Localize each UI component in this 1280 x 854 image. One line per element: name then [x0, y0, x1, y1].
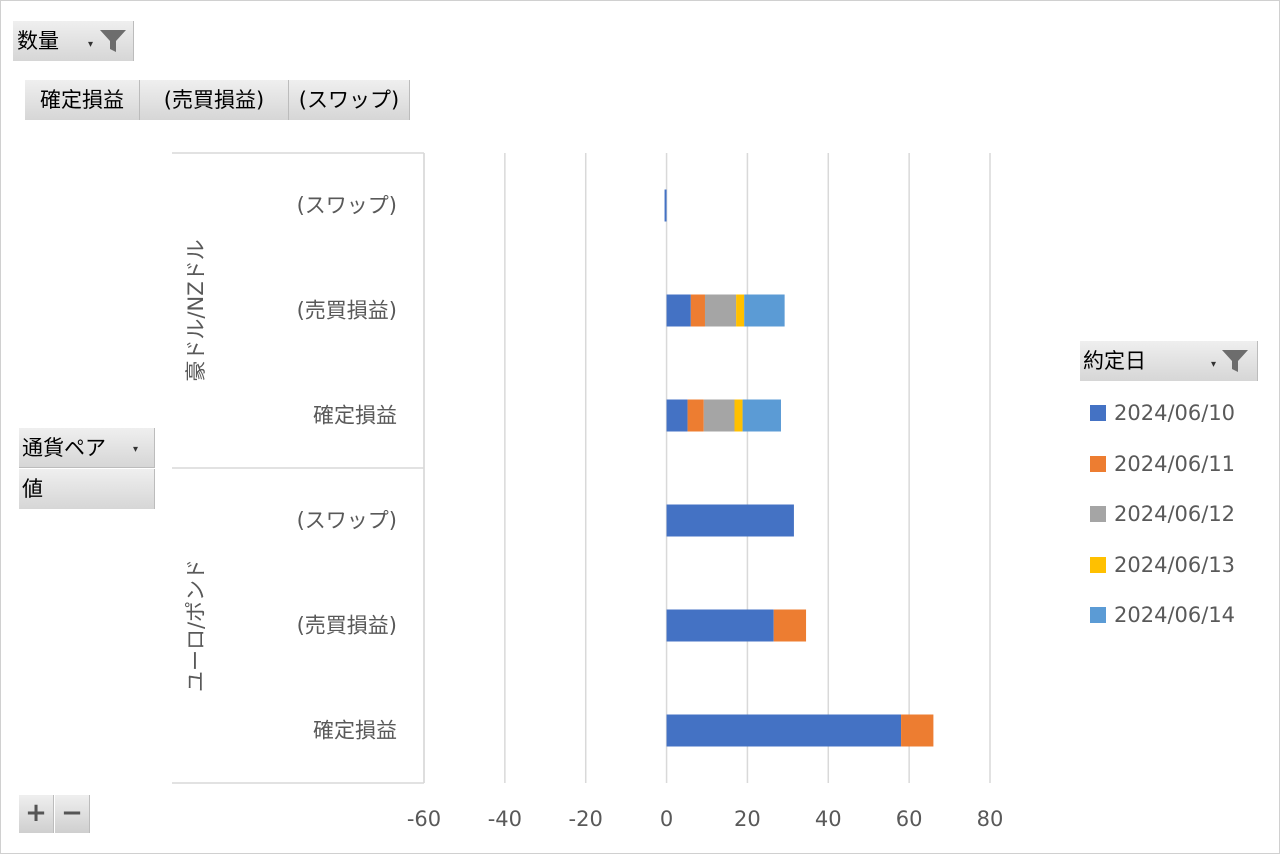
legend-label: 2024/06/10 — [1114, 401, 1236, 426]
category-label: 確定損益 — [313, 719, 397, 743]
bar-segment — [703, 399, 735, 432]
bar-segment — [734, 399, 743, 432]
funnel-icon[interactable] — [1220, 347, 1250, 375]
legend-item: 2024/06/10 — [1090, 388, 1235, 439]
group-label: 豪ドル/NZドル — [184, 239, 208, 381]
bar-segment — [666, 714, 902, 747]
row-field-value-label: 値 — [22, 477, 43, 501]
row-field-pair-button[interactable]: 通貨ペア ▾ — [19, 428, 155, 468]
x-tick-label: 80 — [977, 807, 1004, 831]
collapse-button[interactable]: − — [55, 795, 90, 833]
category-axis-frame — [172, 152, 425, 784]
bar-segment — [901, 714, 934, 747]
bar-segment — [666, 399, 688, 432]
bar-segment — [690, 294, 705, 327]
column-field-kakutei[interactable]: 確定損益 — [25, 80, 140, 120]
x-tick-label: -20 — [569, 807, 603, 831]
filter-field-button[interactable]: 数量 ▾ — [13, 21, 134, 61]
x-tick-label: -40 — [488, 807, 522, 831]
x-tick-labels: -60 -40 -20 0 20 40 60 80 — [407, 807, 1004, 831]
legend-label: 2024/06/13 — [1114, 552, 1236, 577]
legend-dropdown-glyph[interactable]: ▾ — [1211, 359, 1217, 370]
legend-item: 2024/06/12 — [1090, 489, 1235, 540]
column-field-swap[interactable]: (スワップ) — [289, 80, 410, 120]
legend-swatch — [1090, 556, 1106, 573]
expand-button[interactable]: + — [19, 795, 54, 833]
bar-segment — [687, 399, 704, 432]
legend-item: 2024/06/13 — [1090, 540, 1235, 591]
x-tick-label: 60 — [896, 807, 923, 831]
group-label: ユーロ/ポンド — [184, 559, 208, 692]
bar-segment — [664, 189, 667, 222]
category-label: (スワップ) — [297, 509, 397, 533]
x-tick-label: 0 — [660, 807, 673, 831]
filter-field-label: 数量 — [17, 29, 59, 53]
x-tick-label: 20 — [734, 807, 761, 831]
bar-segment — [666, 609, 774, 642]
category-label: (スワップ) — [297, 194, 397, 218]
legend-swatch — [1090, 405, 1106, 422]
legend-item: 2024/06/11 — [1090, 439, 1235, 490]
row-field-value-button[interactable]: 値 — [19, 469, 155, 509]
legend-title: 約定日 — [1083, 349, 1146, 373]
category-labels: 豪ドル/NZドル(スワップ)(売買損益)確定損益ユーロ/ポンド(スワップ)(売買… — [184, 194, 397, 743]
column-field-baibai[interactable]: (売買損益) — [140, 80, 289, 120]
bar-segment — [704, 294, 737, 327]
bar-segment — [666, 504, 794, 537]
gridlines — [423, 153, 991, 783]
bar-segment — [742, 399, 781, 432]
bar-segment — [773, 609, 807, 642]
bar-segment — [744, 294, 785, 327]
legend-swatch — [1090, 607, 1106, 624]
filter-dropdown-glyph[interactable]: ▾ — [88, 39, 94, 50]
legend-item: 2024/06/14 — [1090, 590, 1235, 641]
category-label: (売買損益) — [297, 614, 397, 638]
legend: 2024/06/10 2024/06/11 2024/06/12 2024/06/13… — [1090, 388, 1235, 641]
legend-label: 2024/06/12 — [1114, 502, 1236, 527]
category-label: (売買損益) — [297, 299, 397, 323]
row-pair-dropdown-glyph[interactable]: ▾ — [133, 444, 139, 455]
funnel-icon[interactable] — [98, 27, 128, 55]
bar-segment — [666, 294, 691, 327]
legend-swatch — [1090, 455, 1106, 472]
legend-label: 2024/06/11 — [1114, 451, 1236, 476]
row-field-pair-label: 通貨ペア — [22, 436, 106, 460]
bars — [664, 189, 934, 747]
x-tick-label: -60 — [407, 807, 441, 831]
bar-segment — [736, 294, 745, 327]
category-label: 確定損益 — [313, 404, 397, 428]
x-tick-label: 40 — [815, 807, 842, 831]
legend-field-button[interactable]: 約定日 ▾ — [1080, 341, 1258, 381]
legend-swatch — [1090, 506, 1106, 523]
column-field-row: 確定損益 (売買損益) (スワップ) — [25, 80, 410, 120]
legend-label: 2024/06/14 — [1114, 603, 1236, 628]
